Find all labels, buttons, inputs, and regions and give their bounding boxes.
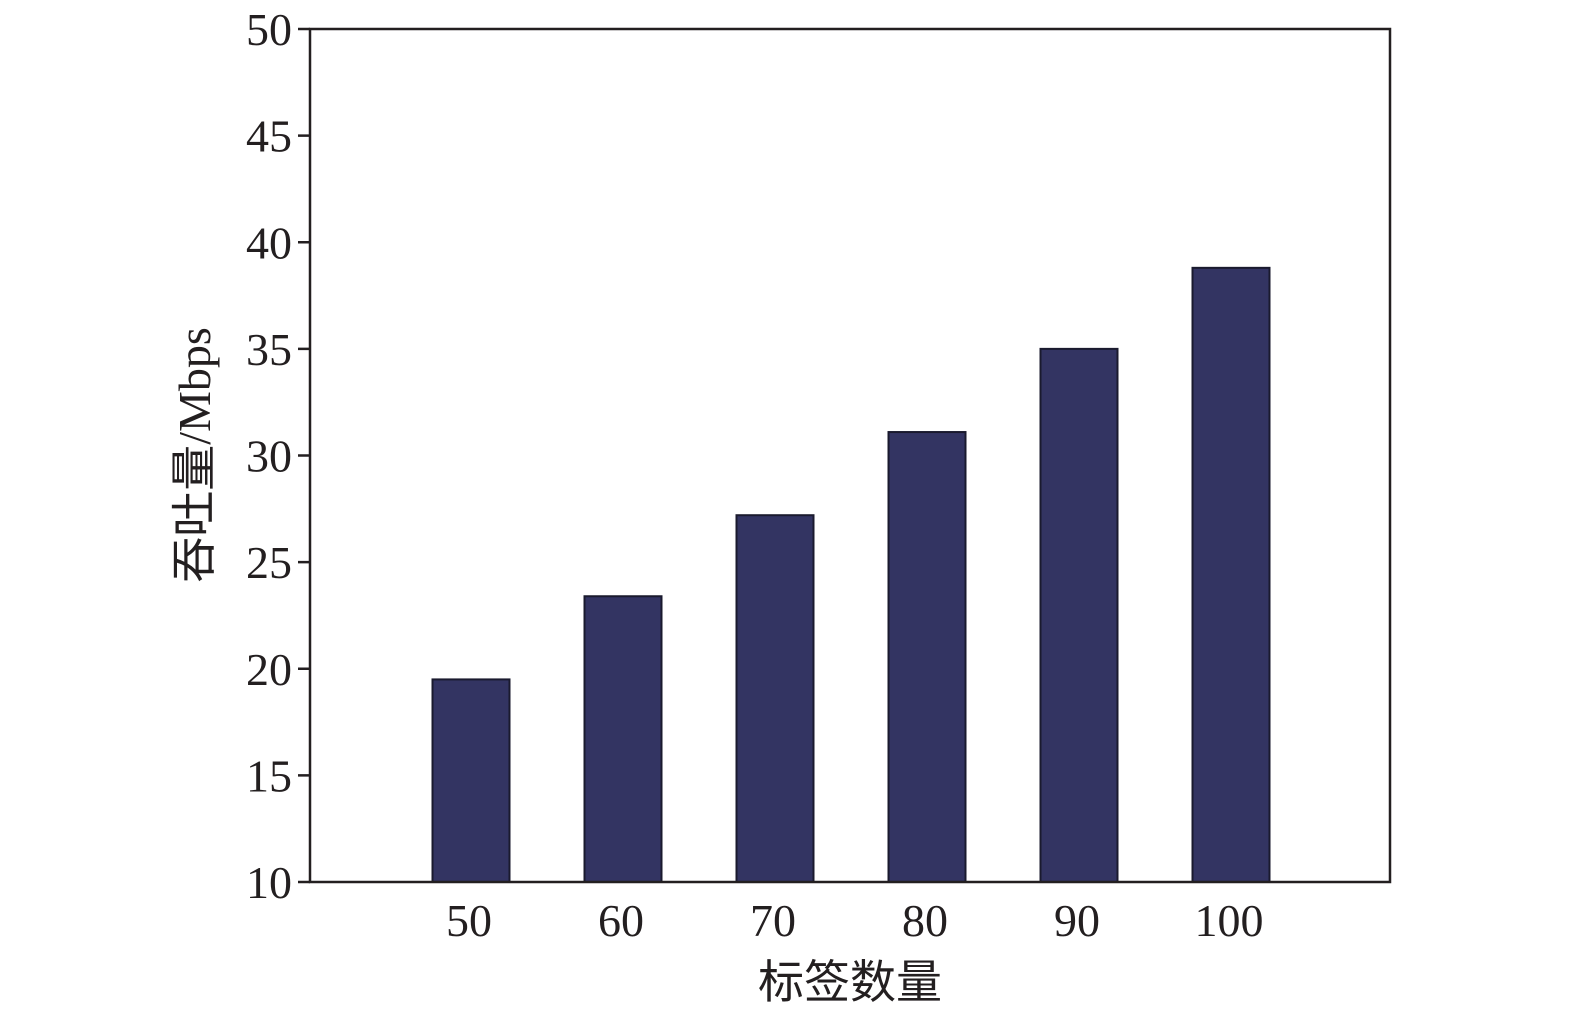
bar-90 [1039,347,1119,883]
x-tick-label: 50 [446,895,492,946]
y-tick-label: 45 [246,111,292,162]
x-tick-label: 100 [1195,895,1264,946]
bar-80 [887,431,967,883]
x-tick-label: 90 [1054,895,1100,946]
bar-70 [735,514,815,884]
y-tick-label: 40 [246,217,292,268]
x-axis-ticks: 50 60 70 80 90 100 [446,895,1264,946]
x-axis-label: 标签数量 [758,957,942,1008]
bars-group [431,266,1271,884]
x-tick-label: 60 [598,895,644,946]
x-tick-label: 70 [750,895,796,946]
y-tick-label: 50 [246,4,292,55]
y-tick-label: 15 [246,750,292,801]
y-tick-label: 30 [246,431,292,482]
bar-100 [1191,266,1271,883]
y-axis-ticks: 10 15 20 25 30 35 40 45 50 [246,4,310,908]
y-tick-label: 10 [246,857,292,908]
x-tick-label: 80 [902,895,948,946]
y-tick-label: 35 [246,324,292,375]
bar-60 [583,595,663,883]
y-tick-label: 25 [246,537,292,588]
y-axis-label: 吞吐量/Mbps [169,327,220,583]
y-tick-label: 20 [246,644,292,695]
bar-50 [431,678,511,883]
